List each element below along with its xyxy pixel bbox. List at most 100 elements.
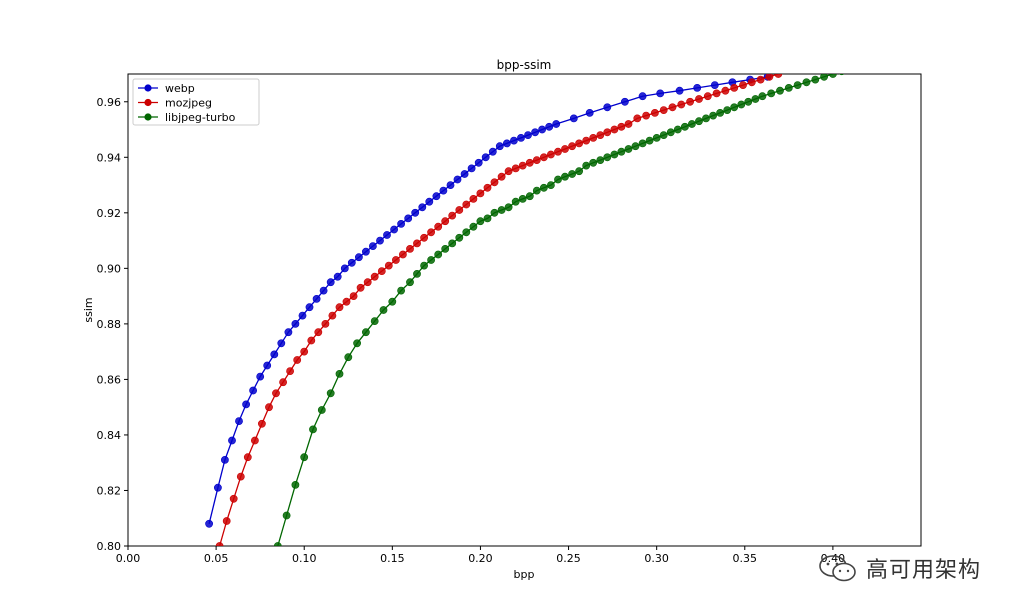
data-point (532, 156, 541, 164)
data-point (673, 125, 682, 134)
data-point (510, 136, 518, 145)
data-point (425, 197, 434, 206)
series-line (218, 74, 779, 546)
data-point (469, 194, 478, 203)
data-point (582, 136, 591, 145)
data-point (406, 244, 414, 253)
data-point (610, 150, 619, 159)
data-point (538, 125, 546, 134)
data-point (531, 128, 539, 137)
legend-box (132, 78, 260, 126)
legend-entry: libjpeg-turbo (138, 111, 236, 124)
data-point (356, 283, 365, 292)
chart-title: bpp-ssim (497, 58, 552, 72)
data-point (721, 86, 730, 95)
data-point (561, 172, 569, 181)
data-point (353, 339, 361, 348)
data-point (504, 167, 513, 176)
data-point (638, 92, 647, 101)
data-point (811, 75, 820, 84)
data-point (716, 109, 724, 117)
data-point (802, 78, 811, 87)
data-point (681, 122, 689, 131)
legend-label: webp (165, 82, 195, 95)
data-point (765, 74, 774, 81)
y-axis-label: ssim (82, 297, 95, 322)
data-point (376, 236, 384, 245)
data-point (270, 350, 279, 359)
y-tick-label: 0.90 (97, 262, 122, 275)
data-point (540, 183, 548, 192)
data-point (282, 511, 291, 520)
data-point (222, 517, 231, 525)
y-tick-label: 0.80 (97, 540, 122, 553)
data-point (642, 111, 650, 120)
data-point (589, 158, 598, 167)
data-point (317, 406, 326, 414)
data-point (420, 261, 428, 270)
data-point (335, 303, 344, 312)
data-point (502, 139, 511, 148)
data-point (776, 86, 784, 95)
data-point (455, 233, 464, 242)
legend-marker (144, 113, 152, 121)
data-point (391, 256, 400, 264)
data-point (651, 109, 659, 117)
legend-entry: webp (138, 82, 195, 95)
data-point (243, 453, 252, 462)
data-point (497, 206, 506, 214)
data-point (518, 161, 527, 170)
x-tick-label: 0.25 (556, 552, 581, 565)
data-point (250, 436, 259, 445)
data-point (621, 97, 629, 106)
data-point (483, 214, 492, 223)
data-point (462, 228, 471, 237)
data-point (793, 81, 802, 89)
data-point (398, 250, 407, 259)
data-point (321, 319, 330, 328)
data-point (220, 455, 229, 464)
data-point (767, 89, 776, 98)
data-point (774, 74, 783, 78)
data-point (441, 244, 450, 253)
x-tick-label: 0.10 (292, 552, 317, 565)
y-tick-label: 0.88 (97, 318, 122, 331)
data-point (617, 122, 626, 131)
data-point (300, 347, 309, 356)
data-point (413, 269, 421, 278)
series-webp (205, 74, 772, 528)
data-point (340, 264, 349, 273)
data-point (439, 186, 448, 195)
series-libjpeg-turbo (273, 74, 845, 546)
data-point (666, 128, 675, 137)
y-tick-label: 0.82 (97, 484, 122, 497)
series-mozjpeg (215, 74, 783, 546)
data-point (756, 75, 765, 84)
data-point (305, 303, 314, 312)
data-point (319, 286, 328, 295)
data-point (703, 92, 712, 101)
data-point (610, 125, 619, 134)
x-axis-label: bpp (514, 568, 535, 581)
data-point (363, 278, 372, 287)
data-point (645, 136, 654, 145)
data-point (476, 217, 485, 226)
data-point (441, 217, 450, 226)
data-point (617, 147, 626, 156)
data-point (377, 267, 386, 275)
data-point (624, 145, 633, 153)
y-tick-label: 0.84 (97, 429, 122, 442)
data-point (242, 400, 250, 409)
data-point (603, 103, 612, 112)
data-point (427, 228, 435, 237)
data-point (298, 311, 307, 320)
data-point (333, 272, 342, 281)
data-point (469, 222, 478, 231)
data-point (361, 328, 370, 337)
data-point (418, 203, 427, 212)
data-point (448, 239, 457, 248)
data-point (390, 225, 398, 234)
data-point (215, 542, 224, 546)
x-tick-label: 0.15 (380, 552, 405, 565)
x-tick-label: 0.35 (733, 552, 758, 565)
